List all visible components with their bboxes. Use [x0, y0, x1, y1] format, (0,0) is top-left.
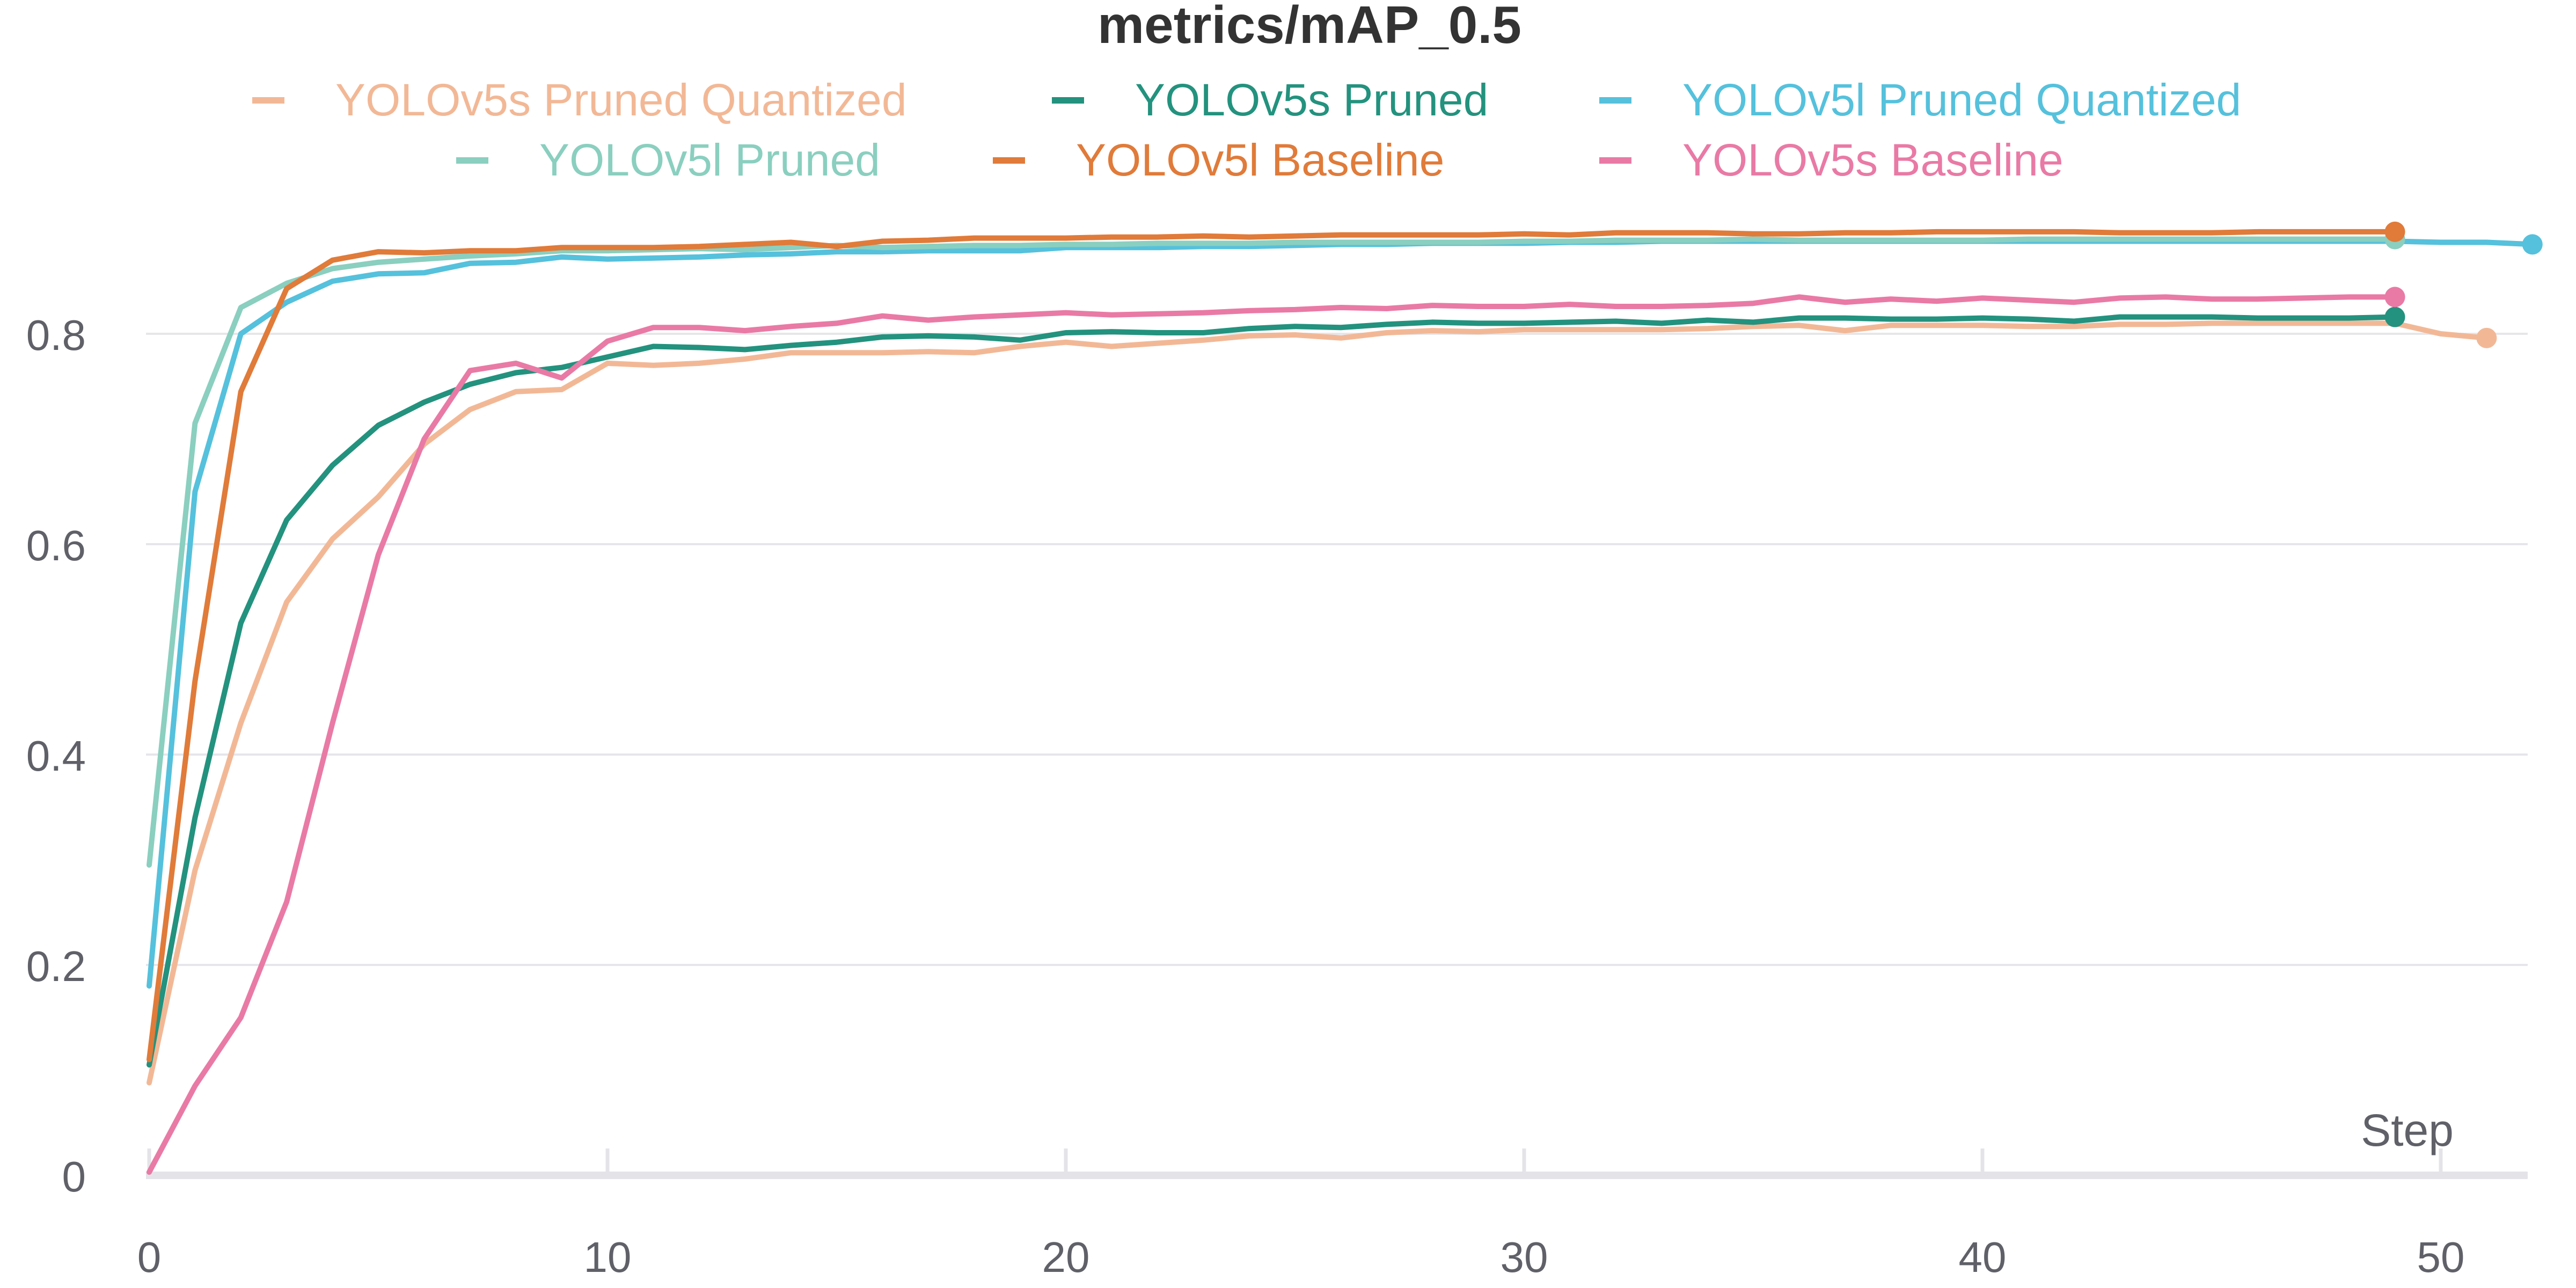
- series-end-marker: [2522, 234, 2543, 255]
- chart-title: metrics/mAP_0.5: [1097, 0, 1521, 54]
- series-end-marker: [2384, 287, 2405, 308]
- series-lines: [147, 229, 2535, 1175]
- y-tick-labels: 0 0.2 0.4 0.6 0.8: [26, 311, 86, 1201]
- y-tick-label: 0.6: [26, 522, 86, 569]
- legend-label: YOLOv5s Baseline: [1682, 135, 2063, 185]
- legend: YOLOv5s Pruned Quantized YOLOv5s Pruned YO…: [252, 75, 2241, 185]
- y-tick-label: 0.8: [26, 311, 86, 359]
- x-tick-label: 30: [1501, 1233, 1548, 1281]
- series-line: [147, 229, 2398, 1063]
- legend-label: YOLOv5l Baseline: [1076, 135, 1444, 185]
- x-tick-marks: [147, 1148, 2443, 1173]
- x-tick-label: 50: [2417, 1233, 2465, 1281]
- x-tick-label: 10: [584, 1233, 632, 1281]
- x-axis-label: Step: [2361, 1105, 2454, 1155]
- legend-label: YOLOv5s Pruned: [1135, 75, 1488, 125]
- series-line: [147, 294, 2398, 1175]
- y-tick-label: 0.2: [26, 942, 86, 990]
- series-line: [147, 314, 2398, 1068]
- y-tick-label: 0.4: [26, 732, 86, 780]
- series-end-marker: [2384, 221, 2405, 242]
- series-end-markers: [2384, 221, 2543, 348]
- x-tick-label: 40: [1959, 1233, 2007, 1281]
- series-line: [147, 236, 2398, 868]
- x-tick-label: 0: [137, 1233, 162, 1281]
- series-end-marker: [2384, 306, 2405, 327]
- grid-layer: [146, 333, 2528, 966]
- y-tick-label: 0: [62, 1153, 86, 1201]
- legend-label: YOLOv5l Pruned Quantized: [1682, 75, 2241, 125]
- series-line: [147, 320, 2490, 1086]
- legend-label: YOLOv5s Pruned Quantized: [335, 75, 907, 125]
- legend-label: YOLOv5l Pruned: [539, 135, 880, 185]
- x-tick-label: 20: [1042, 1233, 1090, 1281]
- series-line: [147, 238, 2535, 989]
- x-tick-labels: 0 10 20 30 40 50: [137, 1233, 2465, 1281]
- series-end-marker: [2476, 327, 2497, 348]
